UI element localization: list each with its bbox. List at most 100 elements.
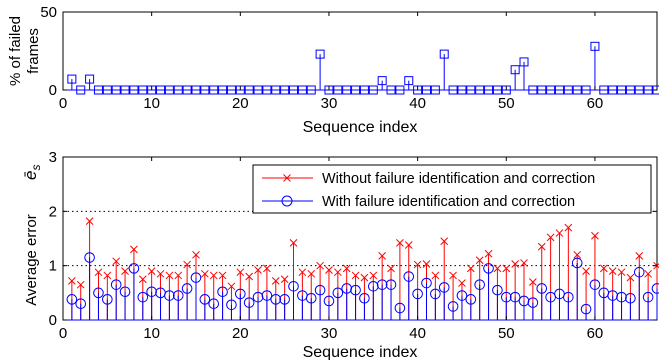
bottom-s0-marker-x (369, 271, 378, 280)
bottom-s0-marker-x (608, 267, 617, 275)
bottom-s1-marker-circle (359, 292, 370, 304)
top-axes: 0 10 20 30 40 50 60 0 50 (40, 4, 657, 112)
bottom-s0-marker-x (484, 249, 493, 258)
bottom-s1-marker-circle (102, 294, 113, 305)
bottom-s0-marker-x (387, 264, 395, 273)
bottom-s0-marker-x (591, 231, 599, 240)
legend-entry-with: With failure identification and correcti… (262, 194, 575, 210)
top-chart-marks (63, 41, 659, 95)
bottom-s1-marker-circle (580, 303, 592, 315)
bottom-s0-marker-x (68, 277, 76, 285)
bottom-s1-marker-circle (589, 279, 601, 290)
bottom-s0-marker-x (85, 217, 94, 225)
bottom-s1-marker-circle (474, 279, 485, 290)
bottom-s0-marker-x (458, 279, 466, 287)
bottom-s0-marker-x (333, 268, 342, 277)
bottom-y-axis-label: Average error ēs (21, 165, 43, 306)
top-y-axis-label-line1: % of failed (7, 16, 24, 86)
bottom-y-tick-label: 1 (49, 258, 57, 275)
bottom-s0-marker-x (165, 271, 174, 280)
bottom-s1-marker-circle (305, 292, 317, 304)
bottom-s0-marker-x (529, 278, 537, 286)
bottom-s1-marker-circle (137, 291, 149, 303)
bottom-s0-marker-x (555, 229, 564, 237)
legend-label-with: With failure identification and correcti… (322, 194, 575, 210)
bottom-s1-marker-circle (430, 288, 441, 300)
bottom-s0-marker-x (431, 271, 440, 280)
bottom-s1-marker-circle (164, 290, 175, 301)
bottom-s1-marker-circle (217, 286, 228, 298)
bottom-x-tick-label: 60 (587, 325, 604, 342)
top-y-tick-label: 0 (49, 82, 57, 99)
top-x-tick-label: 60 (587, 95, 604, 112)
bottom-s0-marker-x (635, 252, 644, 260)
legend-label-without: Without failure identification and corre… (322, 171, 595, 187)
bottom-s1-marker-circle (288, 281, 299, 292)
bottom-x-tick-label: 50 (498, 325, 515, 342)
top-x-tick-label: 10 (143, 95, 160, 112)
bottom-s0-marker-x (378, 252, 387, 260)
bottom-s0-marker-x (112, 257, 121, 266)
bottom-chart-panel: 0 10 20 30 40 50 60 0 1 2 3 Sequence index Average… (21, 149, 659, 360)
bottom-s0-marker-x (298, 268, 307, 277)
bottom-x-tick-label: 30 (321, 325, 338, 342)
bottom-s0-marker-x (103, 271, 112, 280)
bottom-s0-marker-x (245, 272, 254, 281)
bottom-s1-marker-circle (172, 290, 184, 301)
bottom-s1-marker-circle (243, 297, 255, 308)
bottom-s0-marker-x (209, 271, 218, 280)
bottom-s1-marker-circle (456, 290, 468, 301)
bottom-s1-marker-circle (226, 299, 237, 311)
bottom-s1-marker-circle (403, 271, 415, 282)
bottom-x-tick-label: 0 (59, 325, 67, 342)
bottom-s1-marker-circle (509, 291, 521, 303)
bottom-s0-marker-x (236, 268, 245, 277)
top-x-tick-label: 50 (498, 95, 515, 112)
bottom-y-tick-label: 0 (49, 312, 57, 329)
bottom-s0-marker-x (218, 271, 227, 280)
bottom-s0-marker-x (227, 282, 236, 291)
bottom-s0-marker-x (617, 268, 626, 277)
top-chart-panel: 0 10 20 30 40 50 60 0 50 Sequence index % of fai… (7, 4, 659, 136)
bottom-s0-marker-x (360, 273, 369, 282)
top-s0-marker-square (439, 49, 449, 59)
bottom-s1-marker-circle (190, 272, 202, 283)
bottom-s1-marker-circle (128, 263, 140, 274)
bottom-s1-marker-circle (323, 295, 335, 307)
top-s0-marker-square (85, 74, 95, 84)
bottom-s1-marker-circle (438, 282, 450, 293)
bottom-s0-marker-x (351, 271, 360, 280)
top-y-tick-label: 50 (40, 4, 57, 21)
top-s0-marker-square (404, 76, 414, 86)
bottom-s0-marker-x (271, 277, 280, 285)
bottom-s1-marker-circle (571, 257, 583, 269)
bottom-s0-marker-x (289, 238, 298, 247)
bottom-y-tick-label: 2 (49, 203, 57, 220)
bottom-chart-marks (63, 217, 659, 321)
bottom-s1-marker-circle (261, 290, 273, 301)
bottom-s0-marker-x (546, 233, 555, 242)
legend-marker-circle (281, 195, 293, 207)
bottom-s0-marker-x (493, 264, 502, 273)
bottom-x-tick-label: 40 (409, 325, 426, 342)
bottom-s0-marker-x (404, 241, 413, 249)
bottom-s0-marker-x (582, 267, 590, 275)
bottom-s0-marker-x (156, 269, 165, 278)
bottom-s0-marker-x (130, 245, 138, 254)
bottom-s0-marker-x (502, 264, 511, 273)
bottom-s1-marker-circle (625, 292, 636, 304)
top-y-axis-label-line2: frames (25, 28, 42, 74)
bottom-x-tick-label: 10 (143, 325, 160, 342)
bottom-y-tick-label: 3 (49, 149, 57, 166)
bottom-s0-marker-x (644, 269, 652, 278)
bottom-s1-marker-circle (350, 284, 361, 296)
top-x-axis-label: Sequence index (303, 119, 418, 136)
bottom-s0-marker-x (263, 264, 271, 273)
bottom-s1-marker-circle (146, 286, 157, 298)
bottom-s0-marker-x (200, 269, 209, 278)
bottom-x-tick-label: 20 (232, 325, 249, 342)
bottom-s0-marker-x (280, 275, 289, 284)
bottom-s0-marker-x (564, 223, 573, 232)
top-x-tick-label: 0 (59, 95, 67, 112)
